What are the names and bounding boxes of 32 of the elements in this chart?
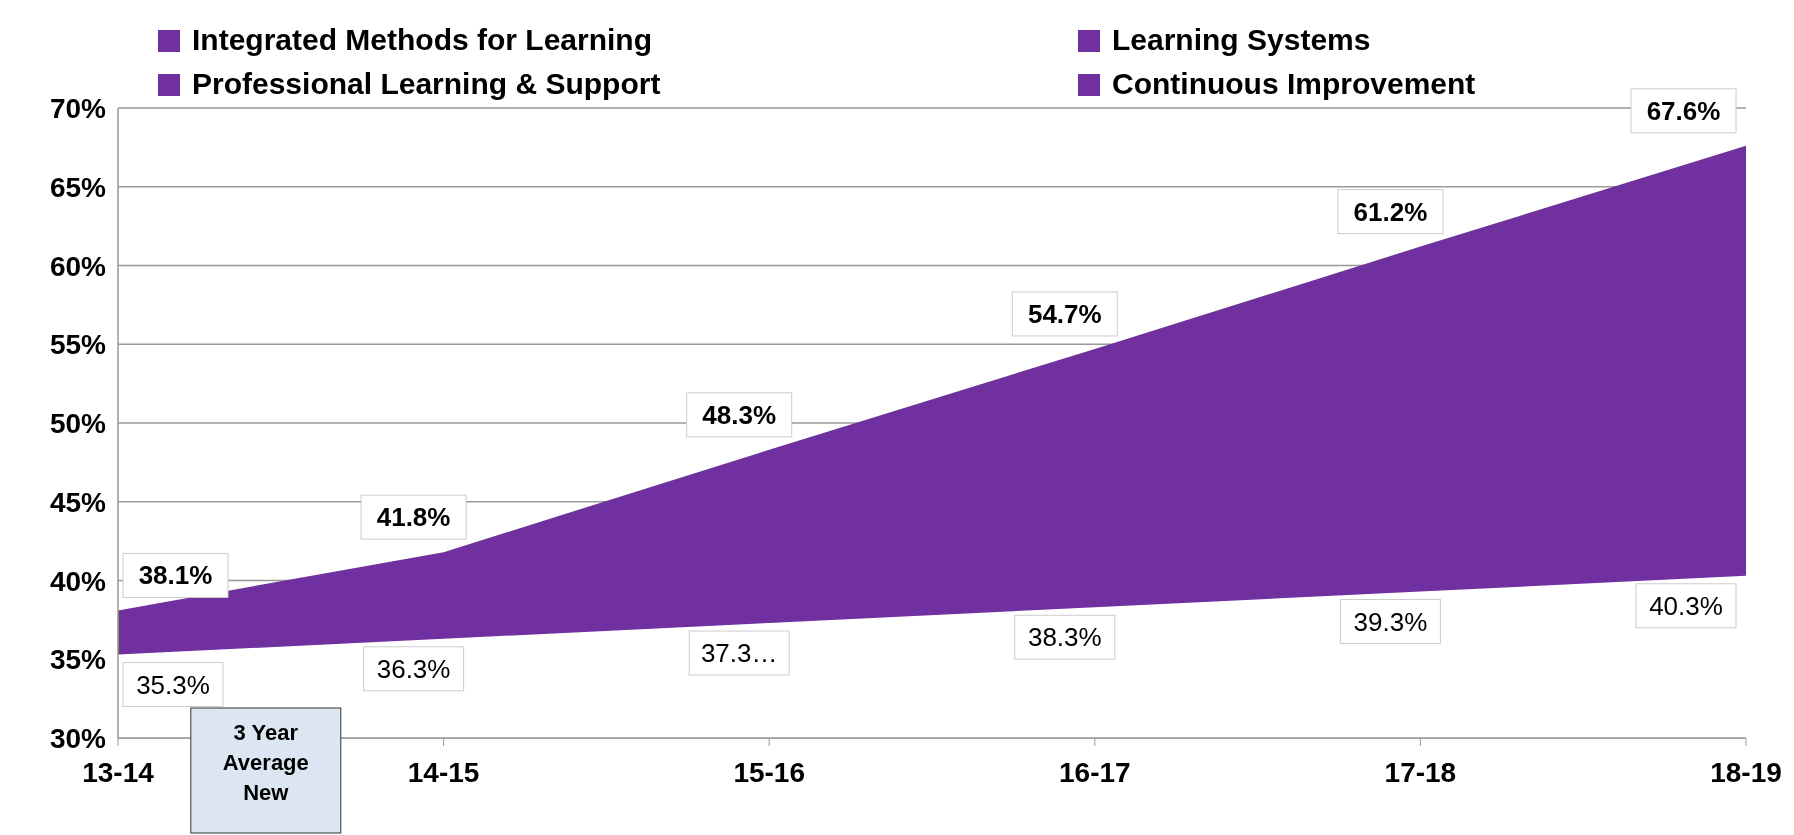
data-label: 38.3% [1027,622,1102,653]
annotation: 3 Year Average New [222,720,309,805]
data-label: 38.1% [138,560,213,591]
legend-label: Learning Systems [1112,23,1371,56]
data-label: 48.3% [702,399,777,430]
y-tick-label: 60% [49,250,107,282]
x-tick-label: 14-15 [407,757,480,788]
data-label: 40.3% [1649,590,1723,621]
legend-label: Integrated Methods for Learning [192,23,653,56]
data-label: 39.3% [1353,606,1428,637]
x-tick-label: 15-16 [733,757,806,788]
data-label: 35.3% [136,669,210,700]
y-tick-label: 30% [49,723,107,754]
data-label: 41.8% [376,502,451,533]
y-tick-label: 45% [49,486,107,518]
x-tick-label: 13-14 [82,757,155,788]
data-label: 37.3… [700,638,778,669]
y-tick-label: 50% [49,408,107,439]
y-tick-label: 35% [49,644,107,676]
y-tick-label: 70% [49,93,107,124]
data-label: 61.2% [1353,196,1428,227]
x-tick-label: 18-19 [1710,757,1782,788]
x-tick-label: 16-17 [1058,757,1131,788]
legend-label: Continuous Improvement [1112,67,1476,100]
legend-label: Professional Learning & Support [192,67,661,100]
data-label: 36.3% [376,653,451,684]
x-tick-label: 17-18 [1384,757,1457,788]
data-label: 54.7% [1027,298,1102,329]
y-tick-label: 55% [49,329,107,361]
y-tick-label: 40% [49,565,107,597]
y-tick-label: 65% [49,171,107,203]
data-label: 67.6% [1646,95,1721,126]
